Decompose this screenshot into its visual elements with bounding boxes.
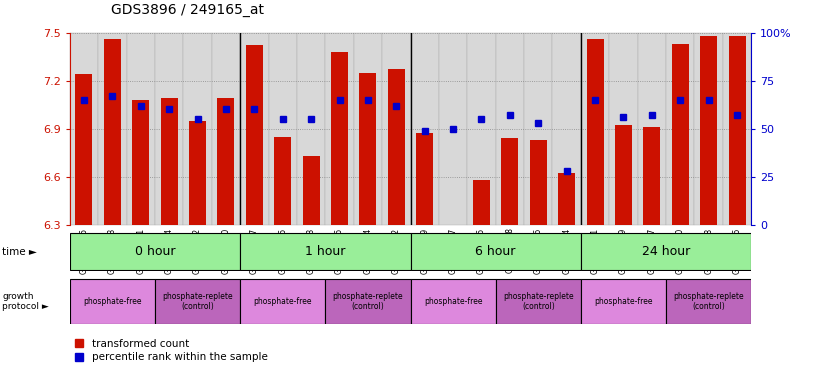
- FancyBboxPatch shape: [354, 33, 382, 225]
- Text: phosphate-free: phosphate-free: [254, 297, 312, 306]
- FancyBboxPatch shape: [553, 33, 581, 225]
- FancyBboxPatch shape: [325, 279, 410, 324]
- Text: 24 hour: 24 hour: [642, 245, 690, 258]
- Bar: [274, 137, 291, 225]
- Text: time ►: time ►: [2, 247, 37, 257]
- Text: phosphate-free: phosphate-free: [83, 297, 142, 306]
- FancyBboxPatch shape: [70, 233, 241, 270]
- FancyBboxPatch shape: [155, 33, 183, 225]
- FancyBboxPatch shape: [297, 33, 325, 225]
- Text: 0 hour: 0 hour: [135, 245, 175, 258]
- Bar: [416, 133, 433, 225]
- FancyBboxPatch shape: [183, 33, 212, 225]
- Bar: [161, 98, 177, 225]
- FancyBboxPatch shape: [581, 233, 751, 270]
- FancyBboxPatch shape: [155, 279, 241, 324]
- Text: phosphate-free: phosphate-free: [424, 297, 483, 306]
- Bar: [502, 138, 518, 225]
- Bar: [388, 70, 405, 225]
- Text: phosphate-free: phosphate-free: [594, 297, 653, 306]
- FancyBboxPatch shape: [581, 33, 609, 225]
- Legend: transformed count, percentile rank within the sample: transformed count, percentile rank withi…: [75, 339, 268, 362]
- Bar: [700, 36, 718, 225]
- Bar: [189, 121, 206, 225]
- FancyBboxPatch shape: [695, 33, 722, 225]
- Text: 1 hour: 1 hour: [305, 245, 346, 258]
- Bar: [728, 36, 745, 225]
- Text: growth
protocol ►: growth protocol ►: [2, 292, 49, 311]
- FancyBboxPatch shape: [212, 33, 241, 225]
- FancyBboxPatch shape: [241, 279, 325, 324]
- FancyBboxPatch shape: [126, 33, 155, 225]
- FancyBboxPatch shape: [467, 33, 496, 225]
- FancyBboxPatch shape: [524, 33, 553, 225]
- FancyBboxPatch shape: [268, 33, 297, 225]
- Bar: [586, 39, 603, 225]
- FancyBboxPatch shape: [638, 33, 666, 225]
- FancyBboxPatch shape: [496, 33, 524, 225]
- Bar: [473, 180, 490, 225]
- FancyBboxPatch shape: [241, 33, 268, 225]
- FancyBboxPatch shape: [99, 33, 126, 225]
- Bar: [76, 74, 93, 225]
- FancyBboxPatch shape: [581, 279, 666, 324]
- FancyBboxPatch shape: [325, 33, 354, 225]
- Bar: [303, 156, 319, 225]
- Bar: [360, 73, 377, 225]
- Bar: [331, 52, 348, 225]
- Bar: [245, 45, 263, 225]
- Text: phosphate-replete
(control): phosphate-replete (control): [503, 292, 574, 311]
- FancyBboxPatch shape: [410, 33, 439, 225]
- FancyBboxPatch shape: [666, 279, 751, 324]
- FancyBboxPatch shape: [70, 33, 99, 225]
- FancyBboxPatch shape: [70, 279, 155, 324]
- Text: 6 hour: 6 hour: [475, 245, 516, 258]
- Bar: [558, 174, 576, 225]
- FancyBboxPatch shape: [722, 33, 751, 225]
- Text: phosphate-replete
(control): phosphate-replete (control): [163, 292, 233, 311]
- Bar: [104, 39, 121, 225]
- FancyBboxPatch shape: [410, 233, 581, 270]
- FancyBboxPatch shape: [609, 33, 638, 225]
- Bar: [218, 98, 235, 225]
- FancyBboxPatch shape: [496, 279, 581, 324]
- Bar: [530, 140, 547, 225]
- FancyBboxPatch shape: [410, 279, 496, 324]
- FancyBboxPatch shape: [382, 33, 410, 225]
- Text: GDS3896 / 249165_at: GDS3896 / 249165_at: [111, 3, 264, 17]
- FancyBboxPatch shape: [439, 33, 467, 225]
- Text: phosphate-replete
(control): phosphate-replete (control): [333, 292, 403, 311]
- Text: phosphate-replete
(control): phosphate-replete (control): [673, 292, 744, 311]
- Bar: [644, 127, 660, 225]
- FancyBboxPatch shape: [666, 33, 695, 225]
- Bar: [672, 44, 689, 225]
- Bar: [615, 126, 632, 225]
- Bar: [132, 100, 149, 225]
- FancyBboxPatch shape: [241, 233, 410, 270]
